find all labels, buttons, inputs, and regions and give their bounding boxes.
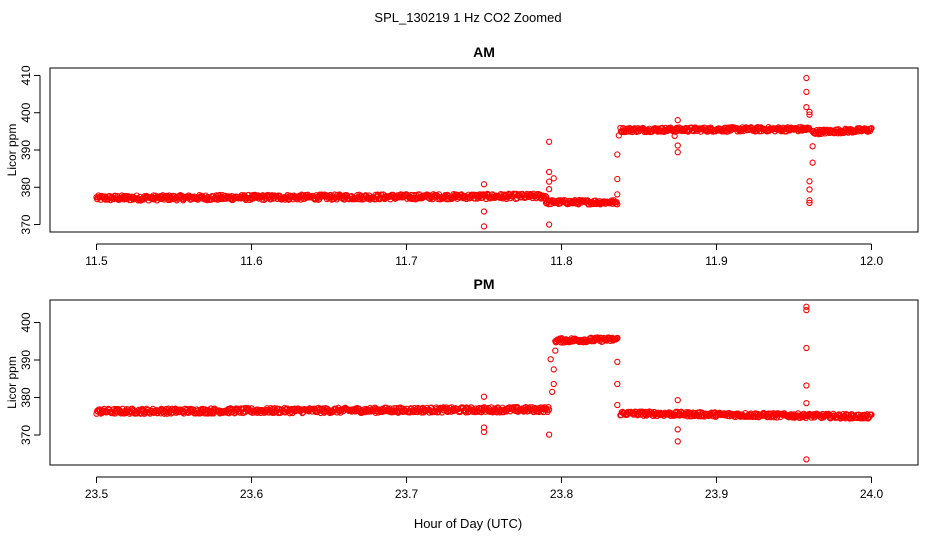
figure-title: SPL_130219 1 Hz CO2 Zoomed	[374, 10, 561, 25]
data-point	[868, 125, 875, 132]
x-tick-label: 12.0	[860, 254, 884, 268]
y-tick-label: 410	[19, 65, 33, 85]
data-point	[806, 199, 813, 207]
data-point	[868, 411, 875, 418]
data-point	[614, 201, 621, 208]
data-point	[480, 393, 488, 400]
x-tick-label: 23.7	[395, 487, 419, 501]
data-point	[806, 197, 813, 204]
data-point	[550, 380, 557, 388]
data-point	[803, 88, 810, 95]
data-point	[545, 431, 553, 438]
data-point	[803, 74, 810, 82]
data-point	[614, 380, 621, 388]
data-point	[803, 399, 810, 407]
y-tick-label: 400	[19, 312, 33, 332]
data-point	[803, 456, 810, 463]
data-point	[545, 221, 553, 228]
y-tick-label: 380	[19, 387, 33, 407]
x-tick-label: 23.8	[550, 487, 574, 501]
y-tick-label: 390	[19, 140, 33, 160]
data-point	[674, 117, 681, 124]
y-tick-label: 380	[19, 177, 33, 197]
data-point	[545, 138, 553, 145]
x-tick-label: 23.5	[85, 487, 109, 501]
data-point	[545, 178, 553, 185]
data-point	[552, 347, 559, 354]
data-point	[615, 132, 622, 139]
data-point	[614, 191, 621, 198]
data-point	[580, 197, 587, 204]
data-point	[809, 159, 816, 166]
x-tick-label: 11.7	[395, 254, 418, 268]
x-tick-label: 11.8	[550, 254, 573, 268]
data-point	[480, 181, 488, 188]
data-point	[550, 366, 557, 373]
x-tick-label: 23.6	[240, 487, 264, 501]
data-point	[806, 111, 813, 118]
data-point	[674, 438, 681, 445]
x-tick-label: 11.9	[705, 254, 728, 268]
y-axis-label: Licor ppm	[5, 356, 19, 409]
data-point	[671, 132, 678, 139]
y-tick-label: 400	[19, 102, 33, 122]
data-point	[803, 344, 810, 352]
data-point	[614, 358, 621, 366]
data-point	[803, 103, 810, 111]
data-point	[614, 175, 621, 183]
data-point	[806, 178, 813, 185]
data-point	[803, 306, 810, 314]
plot-frame	[49, 299, 919, 466]
data-point	[268, 195, 275, 202]
x-tick-label: 11.5	[85, 254, 108, 268]
data-point	[547, 356, 554, 363]
data-points	[93, 303, 875, 463]
data-point	[674, 149, 681, 156]
y-tick-label: 370	[19, 425, 33, 445]
data-point	[614, 335, 621, 342]
y-axis-label: Licor ppm	[5, 124, 19, 177]
panel-am: AM Licor ppm 11.5 11.6 11.7 11.8 11.9 12.0 370 38…	[5, 44, 919, 268]
data-point	[614, 401, 621, 409]
y-tick-label: 390	[19, 350, 33, 370]
x-axis-label: Hour of Day (UTC)	[414, 516, 522, 531]
data-point	[809, 143, 816, 150]
data-point	[545, 406, 553, 413]
panel-title: AM	[473, 44, 495, 60]
x-tick-label: 23.9	[705, 487, 729, 501]
y-tick-label: 370	[19, 214, 33, 234]
data-point	[550, 175, 557, 182]
x-tick-label: 11.6	[240, 254, 263, 268]
data-point	[480, 208, 488, 215]
data-point	[545, 168, 553, 176]
plot-frame	[49, 67, 919, 233]
panel-title: PM	[474, 276, 495, 292]
data-point	[674, 142, 681, 149]
data-point	[480, 428, 488, 436]
data-point	[480, 424, 488, 431]
x-tick-label: 24.0	[860, 487, 884, 501]
panel-pm: PM Licor ppm 23.5 23.6 23.7 23.8 23.9 24.0 370 38…	[5, 276, 919, 501]
data-point	[803, 382, 810, 389]
data-point	[806, 186, 813, 193]
data-point	[549, 388, 556, 396]
data-point	[803, 303, 810, 310]
data-point	[614, 151, 621, 158]
data-point	[674, 426, 681, 433]
data-point	[867, 125, 874, 133]
data-point	[480, 223, 488, 230]
data-point	[674, 396, 681, 404]
data-point	[545, 185, 553, 193]
data-points	[93, 74, 875, 230]
data-point	[806, 108, 813, 116]
